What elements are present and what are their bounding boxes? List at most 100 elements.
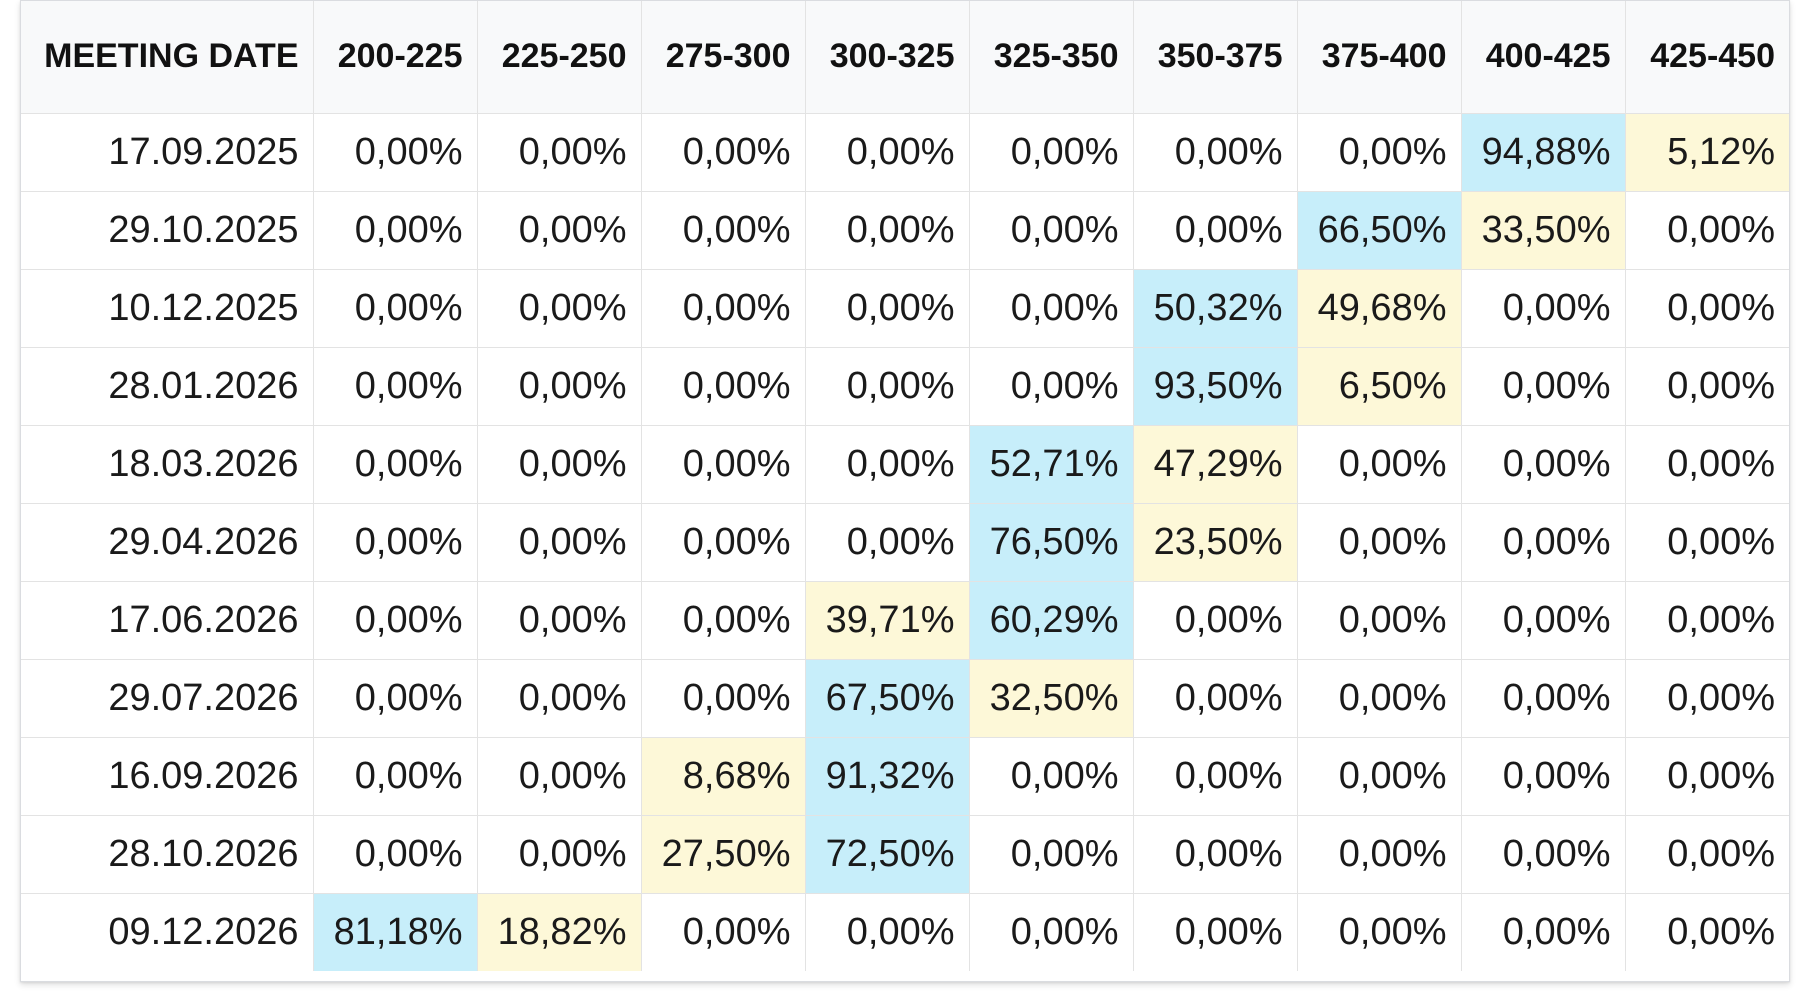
probability-cell: 0,00%	[477, 815, 642, 894]
table-row: 16.09.2026 0,00% 0,00% 8,68% 91,32% 0,00% 0,00…	[21, 737, 1789, 816]
probability-cell: 0,00%	[969, 191, 1134, 270]
probability-cell: 0,00%	[1297, 893, 1462, 971]
probability-cell: 0,00%	[313, 581, 478, 660]
probability-cell: 0,00%	[1297, 113, 1462, 192]
probability-cell: 0,00%	[641, 503, 806, 582]
probability-cell: 0,00%	[477, 737, 642, 816]
probability-cell: 0,00%	[1625, 737, 1789, 816]
probability-cell: 60,29%	[969, 581, 1134, 660]
column-header-bucket: 425-450	[1625, 1, 1789, 114]
probability-cell: 0,00%	[1461, 737, 1626, 816]
probability-cell: 27,50%	[641, 815, 806, 894]
probability-cell: 0,00%	[1461, 347, 1626, 426]
probability-cell: 0,00%	[1297, 581, 1462, 660]
probability-cell: 0,00%	[477, 113, 642, 192]
probability-cell: 0,00%	[805, 503, 970, 582]
probability-cell: 76,50%	[969, 503, 1134, 582]
probability-cell: 0,00%	[313, 191, 478, 270]
probability-cell: 0,00%	[1133, 113, 1298, 192]
probability-cell: 0,00%	[641, 425, 806, 504]
probability-cell: 0,00%	[477, 347, 642, 426]
meeting-date-cell: 29.07.2026	[21, 659, 314, 738]
meeting-date-cell: 09.12.2026	[21, 893, 314, 971]
probability-cell: 0,00%	[1461, 425, 1626, 504]
probability-cell: 0,00%	[1461, 503, 1626, 582]
meeting-date-cell: 28.10.2026	[21, 815, 314, 894]
probability-cell: 0,00%	[1461, 269, 1626, 348]
probability-cell: 0,00%	[313, 425, 478, 504]
probability-cell: 0,00%	[1461, 659, 1626, 738]
probability-cell: 49,68%	[1297, 269, 1462, 348]
probability-cell: 0,00%	[1297, 815, 1462, 894]
probability-cell: 0,00%	[805, 113, 970, 192]
probability-cell: 0,00%	[805, 893, 970, 971]
probability-cell: 0,00%	[313, 269, 478, 348]
probability-cell: 8,68%	[641, 737, 806, 816]
probability-table-frame: MEETING DATE 200-225 225-250 275-300 300…	[20, 0, 1790, 982]
column-header-bucket: 225-250	[477, 1, 642, 114]
column-header-meeting-date: MEETING DATE	[21, 1, 314, 114]
probability-cell: 94,88%	[1461, 113, 1626, 192]
probability-cell: 0,00%	[1625, 503, 1789, 582]
probability-cell: 33,50%	[1461, 191, 1626, 270]
probability-cell: 0,00%	[969, 347, 1134, 426]
probability-cell: 0,00%	[805, 191, 970, 270]
probability-cell: 0,00%	[1667, 910, 1775, 953]
probability-cell: 0,00%	[969, 893, 1134, 971]
probability-cell: 0,00%	[1461, 815, 1626, 894]
probability-cell: 0,00%	[1461, 893, 1626, 971]
meeting-date-cell: 29.10.2025	[21, 191, 314, 270]
probability-cell: 0,00%	[969, 269, 1134, 348]
probability-cell: 50,32%	[1133, 269, 1298, 348]
probability-cell: 0,00%	[969, 737, 1134, 816]
table-row: 17.06.2026 0,00% 0,00% 0,00% 39,71% 60,29% 0,0…	[21, 581, 1789, 660]
probability-cell: 23,50%	[1133, 503, 1298, 582]
probability-cell: 0,00%	[969, 815, 1134, 894]
meeting-date-cell: 16.09.2026	[21, 737, 314, 816]
probability-cell: 0,00%	[1625, 425, 1789, 504]
meeting-date-cell: 17.06.2026	[21, 581, 314, 660]
probability-cell: 0,00%	[313, 503, 478, 582]
meeting-date-cell: 28.01.2026	[21, 347, 314, 426]
probability-cell: 0,00%	[1297, 737, 1462, 816]
probability-cell: 0,00%	[313, 659, 478, 738]
probability-cell: 0,00%	[1625, 347, 1789, 426]
probability-cell: 32,50%	[969, 659, 1134, 738]
column-header-bucket: 275-300	[641, 1, 806, 114]
table-row: 29.04.2026 0,00% 0,00% 0,00% 0,00% 76,50% 23,5…	[21, 503, 1789, 582]
probability-cell: 18,82%	[477, 893, 642, 971]
probability-cell: 0,00%	[313, 737, 478, 816]
probability-cell: 0,00%	[1461, 581, 1626, 660]
probability-cell: 0,00%	[641, 347, 806, 426]
probability-cell: 0,00%	[313, 347, 478, 426]
probability-cell: 0,00%	[1297, 425, 1462, 504]
probability-cell: 0,00%	[805, 269, 970, 348]
probability-cell: 93,50%	[1133, 347, 1298, 426]
probability-cell: 0,00%	[805, 347, 970, 426]
probability-cell: 0,00%	[805, 425, 970, 504]
probability-cell: 52,71%	[969, 425, 1134, 504]
probability-cell: 0,00%	[477, 269, 642, 348]
column-header-bucket: 375-400	[1297, 1, 1462, 114]
probability-cell: 47,29%	[1133, 425, 1298, 504]
table-row: 18.03.2026 0,00% 0,00% 0,00% 0,00% 52,71% 47,2…	[21, 425, 1789, 504]
probability-cell: 0,00%	[1625, 269, 1789, 348]
meeting-date-cell: 29.04.2026	[21, 503, 314, 582]
probability-cell: 72,50%	[805, 815, 970, 894]
table-row: 09.12.2026 81,18% 18,82% 0,00% 0,00% 0,00% 0,0…	[21, 893, 1789, 971]
probability-cell: 0,00%	[641, 659, 806, 738]
probability-cell: 0,00%	[1625, 659, 1789, 738]
table-row: 17.09.2025 0,00% 0,00% 0,00% 0,00% 0,00% 0,00%…	[21, 113, 1789, 192]
table-row: 29.10.2025 0,00% 0,00% 0,00% 0,00% 0,00% 0,00%…	[21, 191, 1789, 270]
column-header-bucket: 400-425	[1461, 1, 1626, 114]
table-row: 28.01.2026 0,00% 0,00% 0,00% 0,00% 0,00% 93,50…	[21, 347, 1789, 426]
probability-cell: 66,50%	[1297, 191, 1462, 270]
probability-cell: 0,00%	[641, 581, 806, 660]
column-header-bucket: 300-325	[805, 1, 970, 114]
meeting-date-cell: 10.12.2025	[21, 269, 314, 348]
probability-cell: 67,50%	[805, 659, 970, 738]
probability-cell: 0,00%	[313, 815, 478, 894]
probability-cell: 0,00%	[1133, 737, 1298, 816]
probability-cell: 0,00%	[1133, 815, 1298, 894]
probability-cell: 0,00%	[313, 113, 478, 192]
